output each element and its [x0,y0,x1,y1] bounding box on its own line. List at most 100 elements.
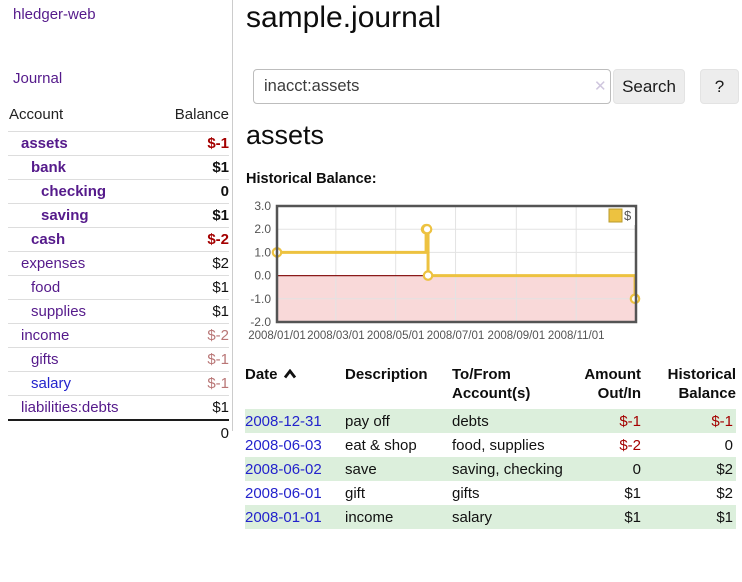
account-link[interactable]: food [31,279,61,296]
account-row: supplies $1 [8,299,229,324]
account-balance: $-1 [207,135,229,152]
transaction-accounts: food, supplies [452,437,545,454]
header-label-line2: Balance [678,385,736,402]
header-label-line2 [245,384,345,403]
y-axis-tick-label: -1.0 [250,292,271,306]
account-row: liabilities:debts $1 [8,395,229,421]
transaction-amount: $1 [624,485,641,502]
x-axis-tick-label: 2008/05/01 [367,330,425,342]
account-balance: $1 [212,303,229,320]
transaction-description: income [345,509,394,526]
account-balance: $1 [212,159,229,176]
brand-link[interactable]: hledger-web [13,6,96,23]
account-link[interactable]: salary [31,375,72,392]
account-row: bank $1 [8,155,229,180]
account-row: salary $-1 [8,371,229,396]
transaction-amount: $-1 [619,413,641,430]
account-balance: $2 [212,255,229,272]
x-axis-tick-label: 2008/09/01 [488,330,546,342]
table-row: 2008-06-02 save saving, checking 0 $2 [245,457,736,481]
help-button[interactable]: ? [700,69,739,104]
transaction-description: save [345,461,377,478]
header-label-line2: Account(s) [452,385,531,402]
accounts-total-row: 0 [8,419,229,446]
register-header-row: Date Description To/From Account(s) Amount… [245,363,736,409]
account-row: expenses $2 [8,251,229,276]
account-link[interactable]: expenses [21,255,86,272]
account-row: food $1 [8,275,229,300]
account-row: gifts $-1 [8,347,229,372]
account-link[interactable]: bank [31,159,67,176]
account-row: checking 0 [8,179,229,204]
account-balance: $1 [212,279,229,296]
header-label-line2: Out/In [597,385,641,402]
table-row: 2008-01-01 income salary $1 $1 [245,505,736,529]
account-link[interactable]: assets [21,135,68,152]
accounts-total-value: 0 [155,419,229,446]
transaction-balance: $-1 [711,413,733,430]
transaction-balance: 0 [724,437,733,454]
account-balance: $-1 [207,375,229,392]
account-link[interactable]: liabilities:debts [21,399,119,416]
account-link[interactable]: supplies [31,303,87,320]
sidebar-item-journal[interactable]: Journal [13,70,63,87]
account-balance: $-2 [207,231,229,248]
header-label: Date [245,366,278,383]
x-axis-tick-label: 2008/03/01 [307,330,365,342]
header-label: To/From [452,366,511,383]
transaction-date-link[interactable]: 2008-06-02 [245,461,322,478]
y-axis-tick-label: 1.0 [254,245,271,259]
account-link[interactable]: checking [41,183,107,200]
transaction-date-link[interactable]: 2008-06-03 [245,437,322,454]
transaction-amount: $-2 [619,437,641,454]
transaction-description: pay off [345,413,390,430]
account-row: income $-2 [8,323,229,348]
legend-label: $ [624,208,632,223]
sidebar-divider [232,0,233,431]
account-row: saving $1 [8,203,229,228]
x-axis-tick-label: 2008/01/01 [248,330,306,342]
account-link[interactable]: cash [31,231,66,248]
register-header-tofrom: To/From Account(s) [452,363,564,409]
register-table: Date Description To/From Account(s) Amount… [245,363,736,529]
account-link[interactable]: saving [41,207,89,224]
sort-ascending-icon [283,369,296,379]
account-balance: $-1 [207,351,229,368]
table-row: 2008-06-03 eat & shop food, supplies $-2 0 [245,433,736,457]
transaction-balance: $1 [716,509,733,526]
register-header-date[interactable]: Date [245,363,345,409]
transaction-accounts: debts [452,413,489,430]
chart-data-point [422,270,434,281]
transaction-balance: $2 [716,485,733,502]
transaction-date-link[interactable]: 2008-01-01 [245,509,322,526]
x-axis-tick-label: 2008/07/01 [427,330,485,342]
account-link[interactable]: gifts [31,351,59,368]
table-row: 2008-12-31 pay off debts $-1 $-1 [245,409,736,433]
header-label-line2 [345,384,452,403]
header-label: Description [345,366,428,383]
y-axis-tick-label: 2.0 [254,222,271,236]
account-balance: $1 [212,207,229,224]
table-row: 2008-06-01 gift gifts $1 $2 [245,481,736,505]
search-input[interactable] [253,69,611,104]
chart-data-point [421,223,433,235]
transaction-accounts: saving, checking [452,461,563,478]
legend-swatch [608,208,623,223]
account-balance: $1 [212,399,229,416]
y-axis-tick-label: 3.0 [254,199,271,213]
transaction-amount: 0 [632,461,641,478]
x-axis-tick-label: 2008/11/01 [548,330,605,342]
account-link[interactable]: income [21,327,70,344]
page-title: sample.journal [246,1,442,34]
search-button[interactable]: Search [613,69,685,104]
account-row: cash $-2 [8,227,229,252]
transaction-accounts: salary [452,509,493,526]
clear-search-icon[interactable]: ✕ [594,78,607,95]
account-row: assets $-1 [8,131,229,156]
account-balance: 0 [220,183,229,200]
transaction-date-link[interactable]: 2008-06-01 [245,485,322,502]
transaction-date-link[interactable]: 2008-12-31 [245,413,322,430]
register-header-amount: Amount Out/In [564,363,641,409]
transaction-balance: $2 [716,461,733,478]
